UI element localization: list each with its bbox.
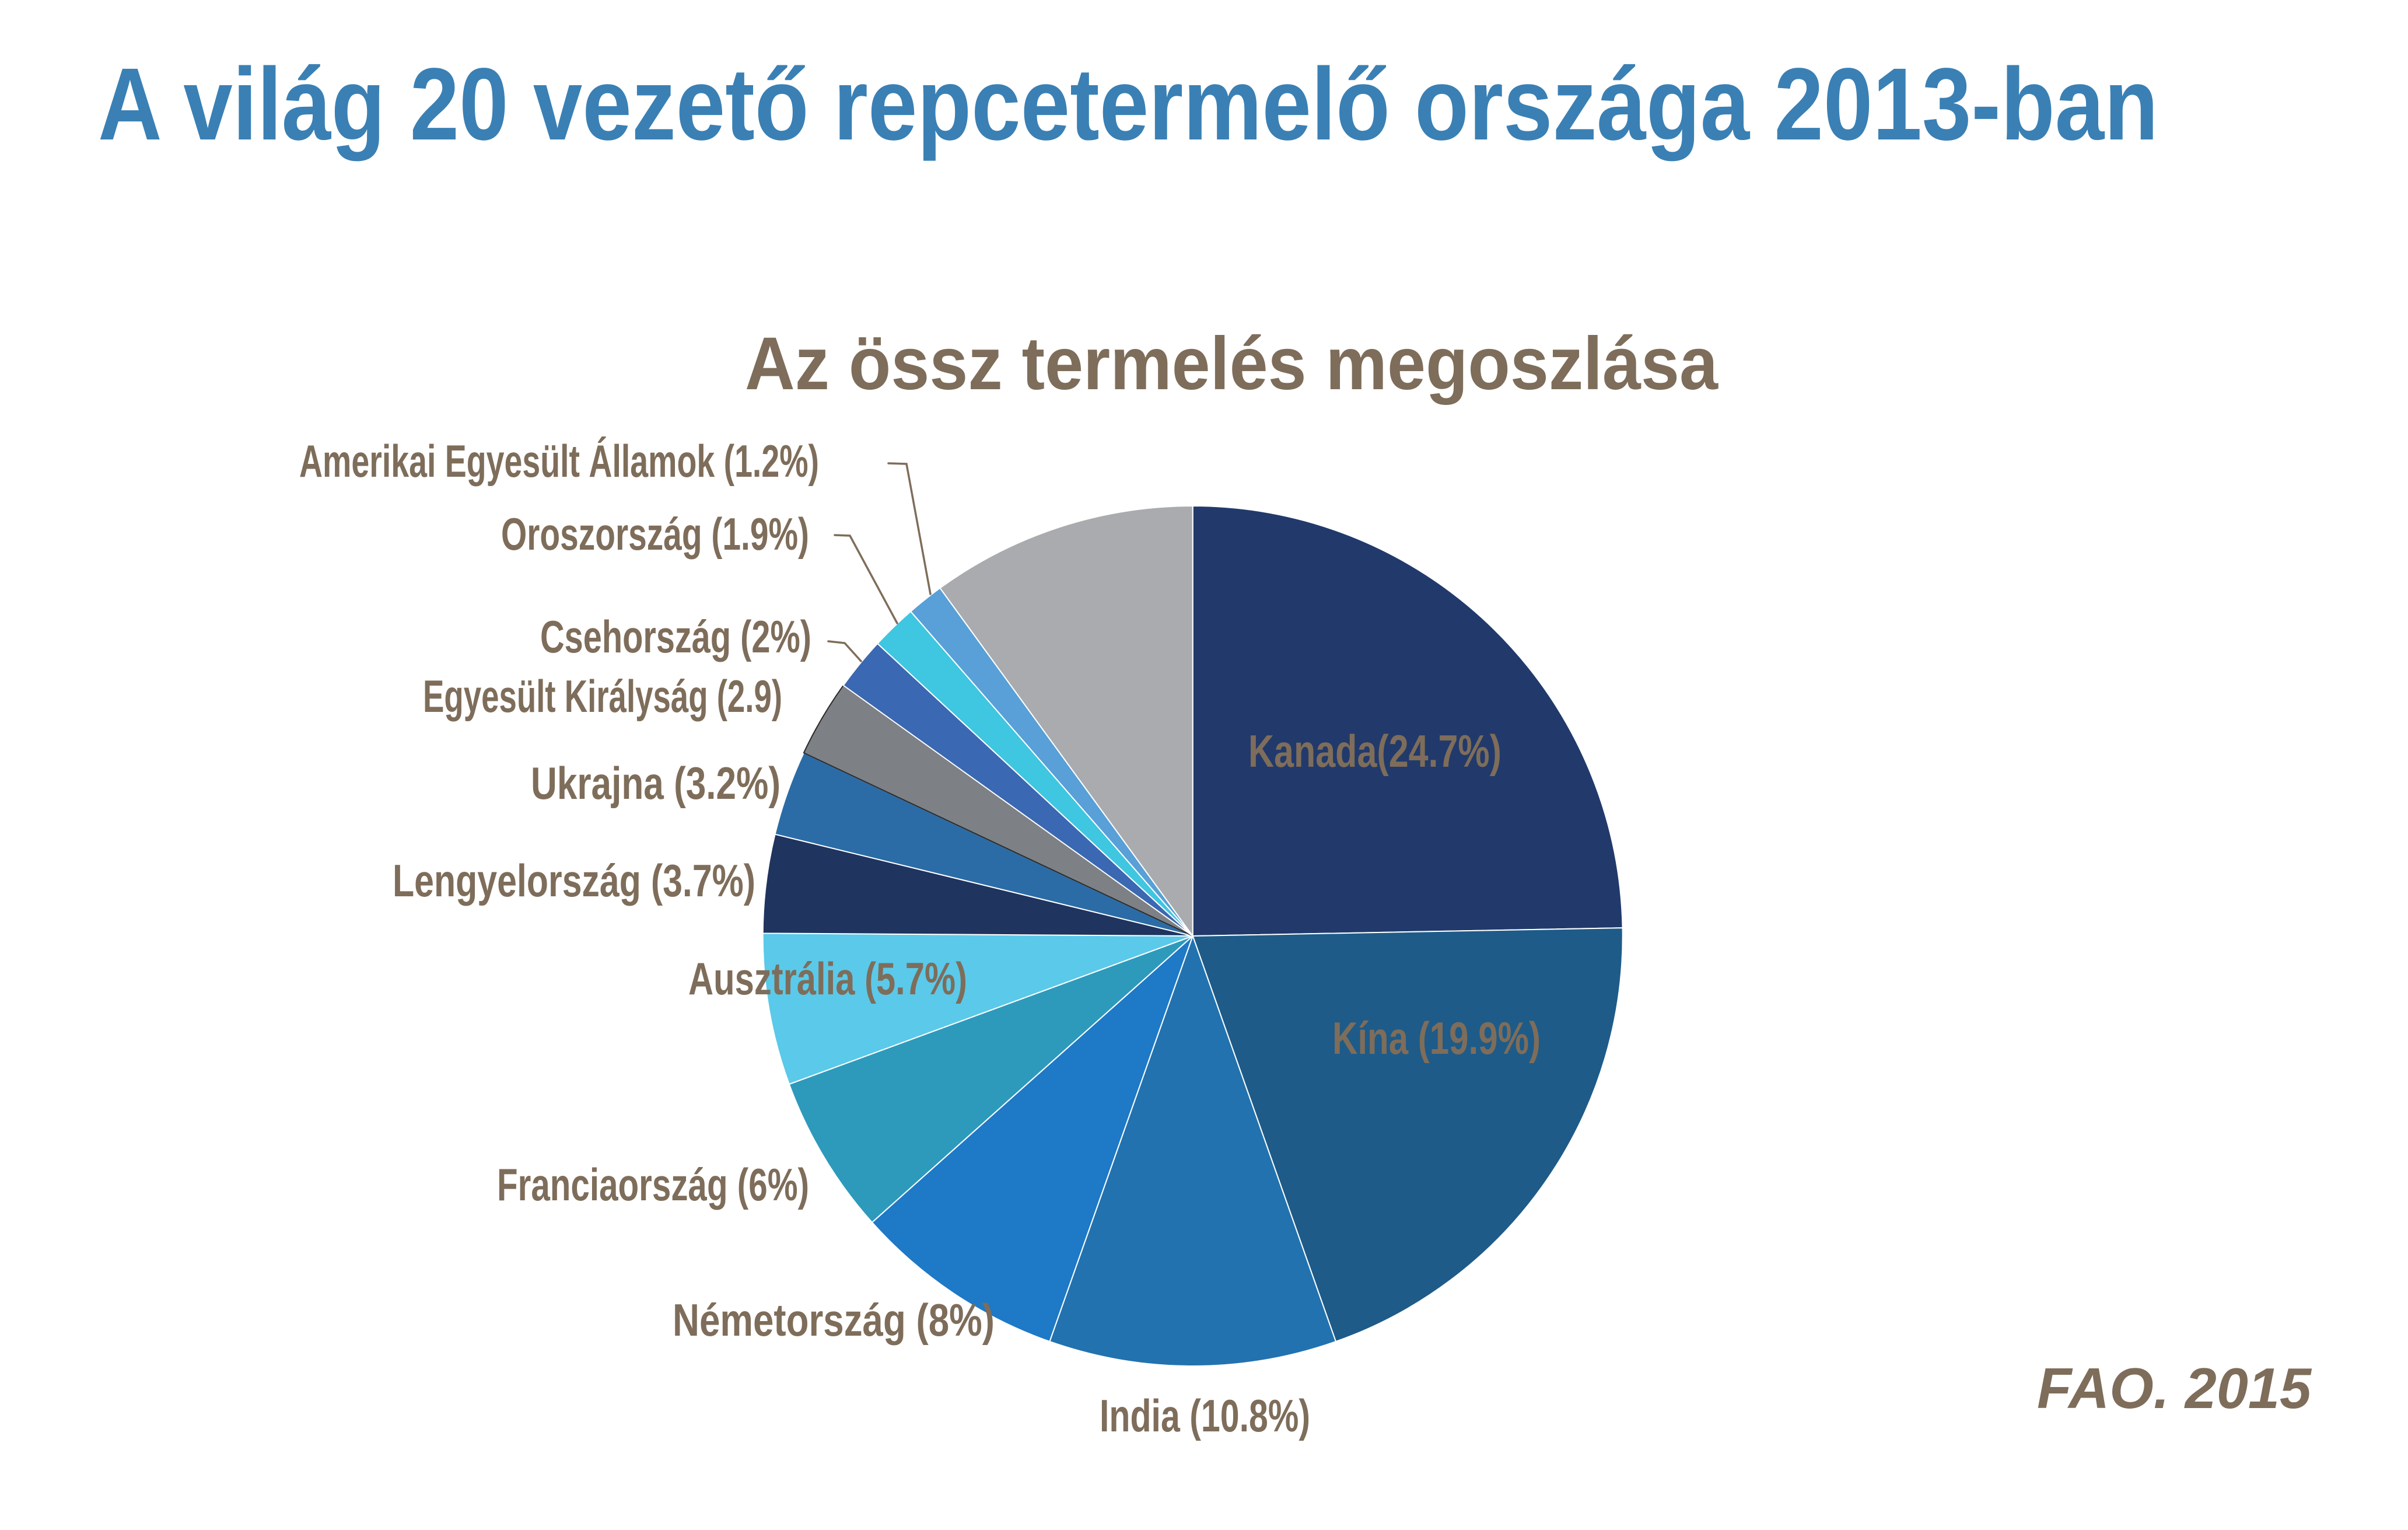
svg-text:Az össz termelés megoszlása: Az össz termelés megoszlása: [745, 322, 1718, 406]
svg-text:FAO. 2015: FAO. 2015: [2037, 1356, 2312, 1420]
svg-text:A világ 20 vezető repcetermelő: A világ 20 vezető repcetermelő országa 2…: [98, 47, 2158, 162]
svg-text:Kanada(24.7%): Kanada(24.7%): [1248, 725, 1502, 777]
svg-text:Kína (19.9%): Kína (19.9%): [1332, 1012, 1541, 1064]
svg-text:Ukrajna (3.2%): Ukrajna (3.2%): [531, 757, 780, 809]
svg-text:Ausztrália (5.7%): Ausztrália (5.7%): [688, 953, 967, 1004]
svg-text:Csehország (2%): Csehország (2%): [540, 611, 811, 662]
svg-text:Franciaország (6%): Franciaország (6%): [497, 1159, 809, 1210]
svg-text:Egyesült Királyság (2.9): Egyesült Királyság (2.9): [423, 670, 782, 722]
svg-text:Németország (8%): Németország (8%): [673, 1294, 995, 1346]
svg-text:Lengyelország (3.7%): Lengyelország (3.7%): [393, 855, 755, 906]
svg-text:Amerikai Egyesült Államok (1.2: Amerikai Egyesült Államok (1.2%): [299, 435, 819, 487]
svg-text:Oroszország (1.9%): Oroszország (1.9%): [501, 508, 809, 560]
svg-text:India (10.8%): India (10.8%): [1100, 1390, 1310, 1441]
